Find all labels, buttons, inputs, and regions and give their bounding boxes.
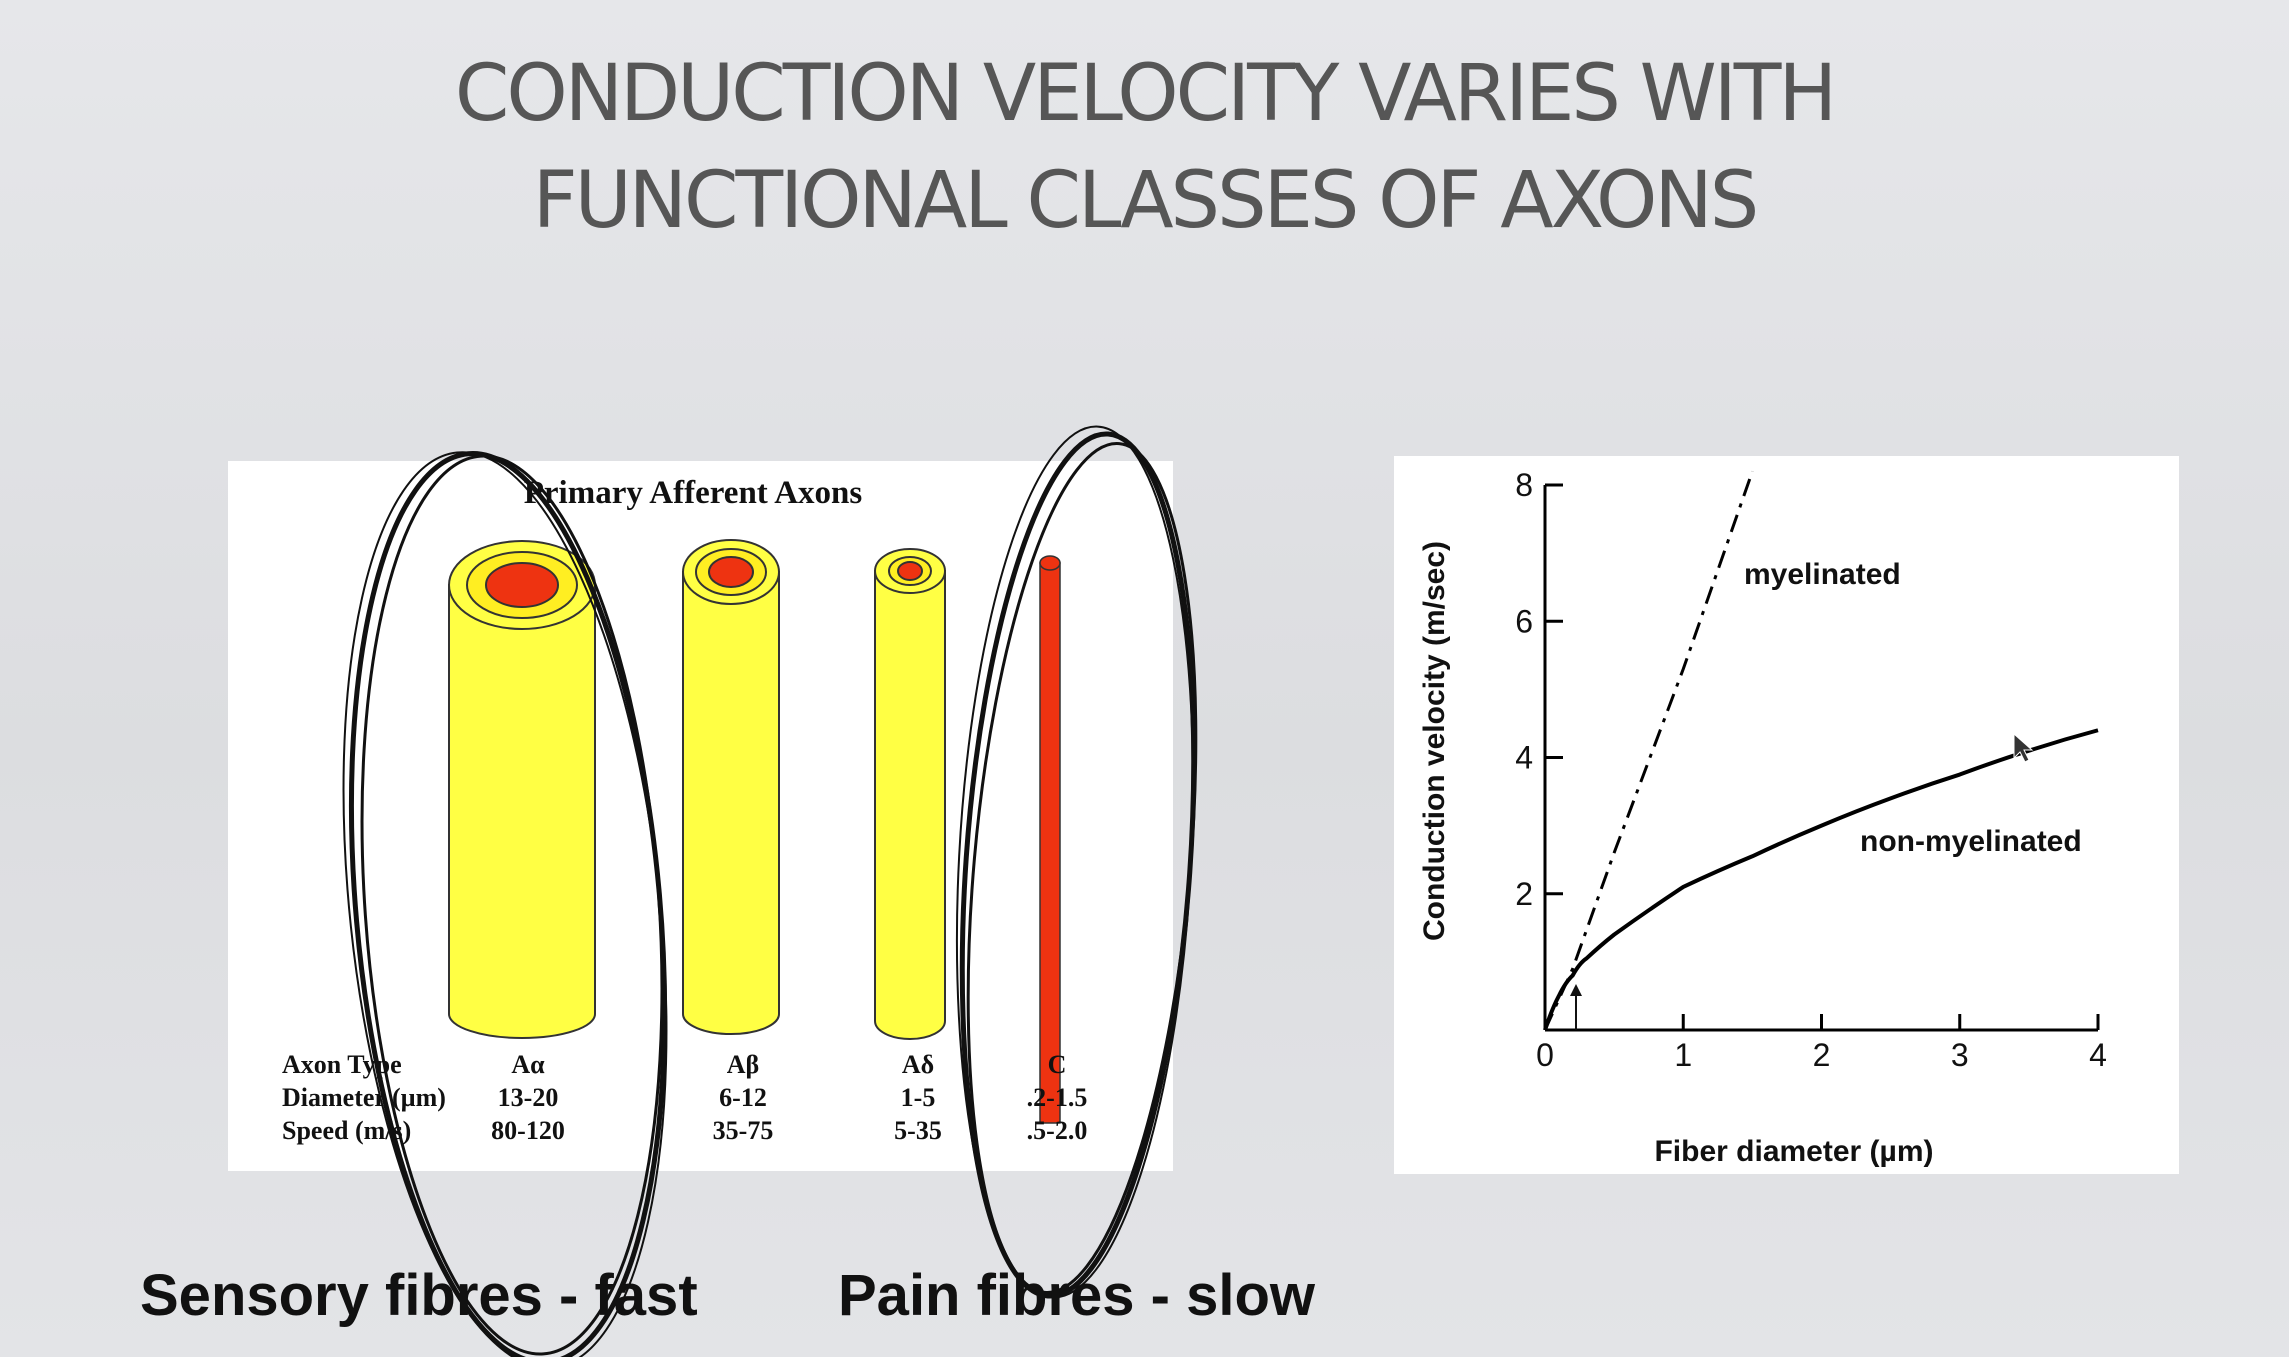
axon-a-alpha-cylinder	[448, 540, 596, 1039]
speed-a-beta: 35-75	[713, 1116, 774, 1145]
y-tick-label: 2	[1515, 876, 1533, 912]
axon-diagram: Primary Afferent Axons A	[282, 475, 1088, 1145]
speed-c: .5-2.0	[1027, 1116, 1088, 1145]
origin-arrow-icon	[1570, 984, 1582, 1030]
slide-title-line-2: FUNCTIONAL CLASSES OF AXONS	[532, 156, 1760, 246]
axon-type-a-delta: Aδ	[902, 1050, 934, 1079]
mouse-cursor-icon	[2013, 732, 2034, 763]
series-label-non-myelinated: non-myelinated	[1860, 825, 2082, 858]
y-axis-label: Conduction velocity (m/sec)	[1418, 541, 1451, 941]
axon-a-beta-cylinder	[682, 539, 780, 1035]
x-tick-label: 1	[1674, 1037, 1692, 1073]
axon-type-a-beta: Aβ	[727, 1050, 759, 1079]
diameter-c: .2-1.5	[1027, 1083, 1088, 1112]
x-tick-label: 3	[1951, 1037, 1969, 1073]
x-tick-label: 0	[1536, 1037, 1554, 1073]
speed-a-delta: 5-35	[894, 1116, 942, 1145]
row-label-diameter: Diameter (µm)	[282, 1083, 446, 1112]
axon-type-c: C	[1048, 1050, 1067, 1079]
speed-a-alpha: 80-120	[491, 1116, 565, 1145]
axon-type-a-alpha: Aα	[511, 1050, 545, 1079]
row-label-speed: Speed (m/s)	[282, 1116, 411, 1145]
series-label-myelinated: myelinated	[1744, 558, 1901, 591]
x-axis-label: Fiber diameter (µm)	[1654, 1135, 1933, 1168]
velocity-chart: 0 1 2 3 4 2 4 6 8 myelinated non-myelinated Fib…	[1418, 467, 2107, 1168]
axon-diagram-title: Primary Afferent Axons	[524, 475, 863, 511]
diameter-a-alpha: 13-20	[498, 1083, 559, 1112]
x-tick-label: 2	[1813, 1037, 1831, 1073]
axon-c-cylinder	[1039, 555, 1061, 1124]
caption-pain-fibres: Pain fibres - slow	[838, 1263, 1315, 1328]
x-tick-label: 4	[2089, 1037, 2107, 1073]
velocity-chart-panel: 0 1 2 3 4 2 4 6 8 myelinated non-myelinated Fib…	[1394, 456, 2179, 1174]
y-tick-label: 4	[1515, 740, 1533, 776]
row-label-axon-type: Axon Type	[282, 1050, 402, 1079]
series-line-myelinated	[1543, 470, 1754, 1031]
slide-title-line-1: CONDUCTION VELOCITY VARIES WITH	[454, 49, 1837, 139]
y-tick-label: 8	[1515, 467, 1533, 503]
diameter-a-delta: 1-5	[901, 1083, 936, 1112]
series-line-non-myelinated	[1543, 728, 2099, 1031]
diameter-a-beta: 6-12	[719, 1083, 767, 1112]
y-tick-label: 6	[1515, 603, 1533, 639]
caption-sensory-fibres: Sensory fibres - fast	[140, 1263, 698, 1328]
axon-diagram-panel: Primary Afferent Axons A	[228, 461, 1173, 1171]
axon-a-delta-cylinder	[874, 548, 946, 1040]
